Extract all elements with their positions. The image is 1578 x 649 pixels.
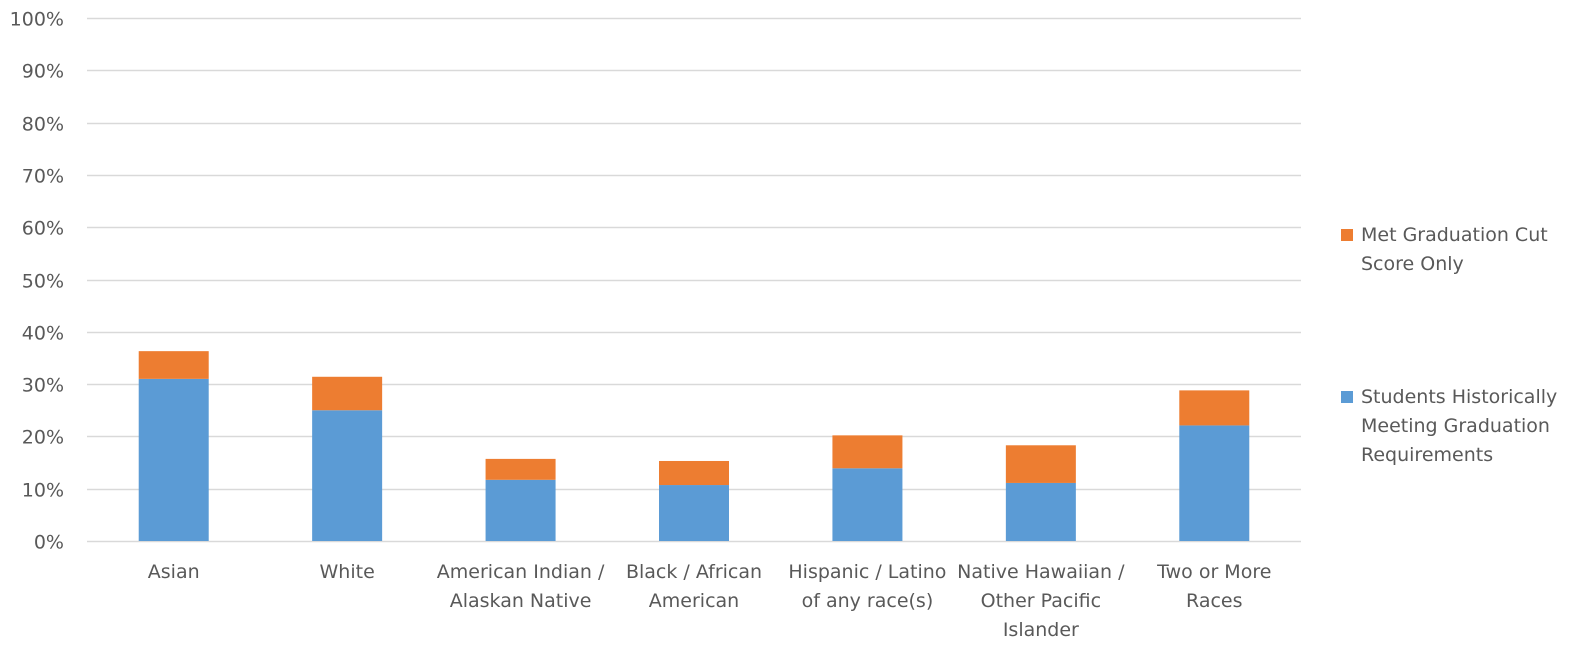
legend-swatch: [1341, 391, 1353, 403]
y-axis-tick-labels: 0% 10% 20% 30% 40% 50% 60% 70% 80% 90% 100%: [10, 9, 64, 554]
x-tick-label: Asian: [148, 561, 200, 583]
bar-segment-cut-score-only: [659, 460, 729, 486]
y-tick-label: 100%: [10, 9, 64, 31]
x-tick-label: Native Hawaiian /: [957, 561, 1125, 583]
y-tick-label: 60%: [22, 218, 64, 240]
x-tick-label: Two or More: [1156, 561, 1271, 583]
y-tick-label: 90%: [22, 61, 64, 83]
bar-segment-historically-meeting: [1179, 425, 1250, 541]
bar-segment-cut-score-only: [138, 351, 209, 379]
y-tick-label: 40%: [22, 323, 64, 345]
legend-label: Meeting Graduation: [1361, 415, 1550, 437]
x-tick-label: Black / African: [626, 561, 762, 583]
legend-label: Score Only: [1361, 253, 1464, 275]
x-tick-label: American: [649, 590, 739, 612]
y-tick-label: 0%: [34, 532, 64, 554]
y-tick-label: 10%: [22, 480, 64, 502]
legend-swatch: [1341, 229, 1353, 241]
bar-segment-cut-score-only: [832, 435, 903, 469]
y-tick-label: 50%: [22, 271, 64, 293]
bar-segment-historically-meeting: [485, 479, 556, 541]
bar-segment-historically-meeting: [138, 378, 209, 541]
bar-segment-cut-score-only: [485, 458, 556, 480]
legend-label: Met Graduation Cut: [1361, 224, 1548, 246]
x-tick-label: of any race(s): [802, 590, 934, 612]
y-tick-label: 80%: [22, 114, 64, 136]
bar-segment-cut-score-only: [312, 376, 383, 411]
bar-segment-cut-score-only: [1179, 390, 1250, 426]
y-tick-label: 30%: [22, 375, 64, 397]
y-tick-label: 20%: [22, 427, 64, 449]
bar-segment-historically-meeting: [312, 410, 383, 541]
bar-segment-cut-score-only: [1005, 445, 1076, 483]
bar-segment-historically-meeting: [659, 485, 729, 541]
x-axis-tick-labels: Asian White American Indian / Alaskan Nativ…: [148, 561, 1272, 641]
x-tick-label: Alaskan Native: [450, 590, 592, 612]
x-tick-label: American Indian /: [437, 561, 605, 583]
y-tick-label: 70%: [22, 166, 64, 188]
x-tick-label: Other Pacific: [981, 590, 1101, 612]
bar-segment-historically-meeting: [1005, 482, 1076, 541]
legend: Met Graduation Cut Score Only Students His…: [1341, 224, 1557, 466]
bars: [138, 351, 1250, 541]
bar-segment-historically-meeting: [832, 468, 903, 541]
x-tick-label: Races: [1186, 590, 1242, 612]
legend-label: Requirements: [1361, 444, 1493, 466]
x-tick-label: Hispanic / Latino: [788, 561, 946, 583]
gridlines: [87, 17, 1301, 543]
x-tick-label: White: [320, 561, 375, 583]
legend-label: Students Historically: [1361, 386, 1557, 408]
x-tick-label: Islander: [1003, 619, 1079, 641]
